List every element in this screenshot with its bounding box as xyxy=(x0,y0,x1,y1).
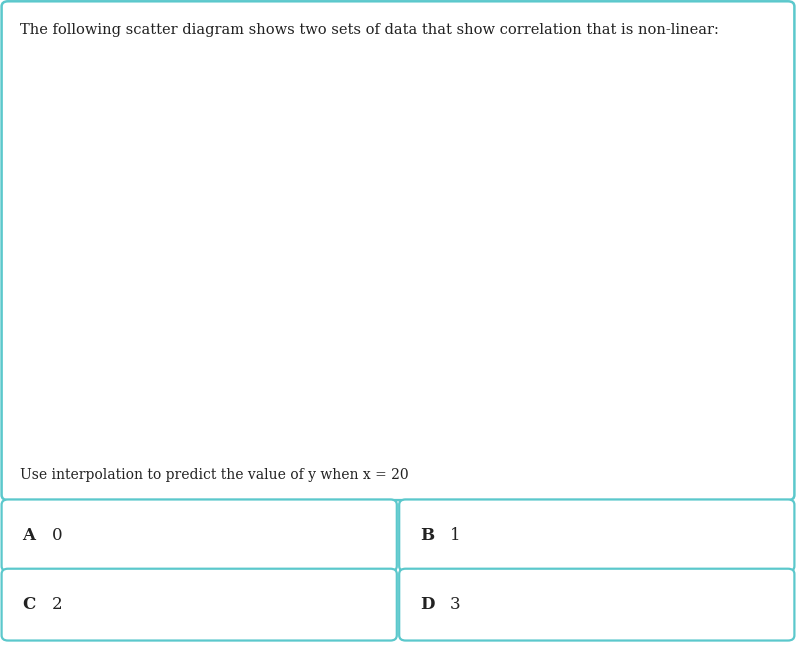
Point xyxy=(91,271,104,281)
Text: A: A xyxy=(22,527,35,544)
Text: Use interpolation to predict the value of y when x = 20: Use interpolation to predict the value o… xyxy=(20,468,409,482)
Text: 0: 0 xyxy=(52,527,62,544)
Point xyxy=(252,395,265,405)
Point xyxy=(66,224,78,234)
Point xyxy=(66,130,78,140)
Text: 3: 3 xyxy=(450,596,460,613)
Text: B: B xyxy=(420,527,434,544)
Point xyxy=(128,342,141,352)
Text: The following scatter diagram shows two sets of data that show correlation that : The following scatter diagram shows two … xyxy=(20,23,719,37)
Point xyxy=(141,365,154,375)
Point xyxy=(202,389,215,399)
Point xyxy=(103,318,116,329)
Text: D: D xyxy=(420,596,434,613)
Point xyxy=(153,377,166,387)
Text: 1: 1 xyxy=(450,527,460,544)
Point xyxy=(351,400,364,411)
Text: 2: 2 xyxy=(52,596,62,613)
Text: C: C xyxy=(22,596,36,613)
